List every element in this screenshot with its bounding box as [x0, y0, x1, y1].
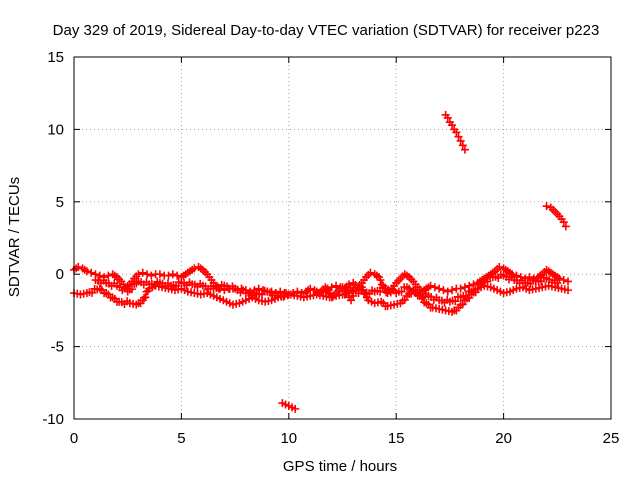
data-point — [458, 300, 467, 309]
data-point — [138, 268, 147, 277]
data-point — [516, 273, 525, 282]
data-point — [456, 136, 465, 145]
data-point — [564, 277, 573, 286]
data-point — [426, 281, 435, 290]
data-point — [456, 284, 465, 293]
data-point — [147, 271, 156, 280]
data-point — [87, 268, 96, 277]
data-point — [448, 286, 457, 295]
x-axis-label: GPS time / hours — [283, 458, 397, 475]
x-tick-label: 10 — [280, 430, 297, 447]
y-tick-label: -5 — [51, 339, 64, 356]
data-point — [366, 268, 375, 277]
data-point — [88, 288, 97, 297]
data-point — [284, 290, 293, 299]
y-axis-label: SDTVAR / TECUs — [6, 177, 23, 297]
data-point — [168, 270, 177, 279]
data-point — [460, 145, 469, 154]
y-tick-label: 15 — [47, 49, 64, 66]
data-point — [306, 284, 315, 293]
data-point — [555, 274, 564, 283]
y-tick-label: 10 — [47, 121, 64, 138]
data-point — [246, 287, 255, 296]
data-point — [443, 113, 452, 122]
data-point — [448, 121, 457, 130]
data-point — [164, 271, 173, 280]
data-point — [564, 286, 573, 295]
data-point — [458, 141, 467, 150]
data-point — [471, 285, 480, 294]
data-point — [141, 293, 150, 302]
data-point — [559, 218, 568, 227]
data-point — [134, 270, 143, 279]
y-tick-label: -10 — [42, 411, 64, 428]
data-point — [483, 277, 492, 286]
series-isolated — [317, 283, 358, 305]
y-tick-label: 0 — [56, 266, 64, 283]
series-upper-arc-22-23h — [542, 202, 570, 231]
data-point — [400, 295, 409, 304]
series-band-middle — [91, 270, 562, 307]
series-upper-arc-17-18h — [441, 110, 469, 154]
series-lower-arc-10h — [278, 399, 300, 413]
x-tick-label: 15 — [388, 430, 405, 447]
data-point — [127, 285, 136, 294]
data-point — [376, 275, 385, 284]
data-point — [95, 271, 104, 280]
chart-title: Day 329 of 2019, Sidereal Day-to-day VTE… — [53, 22, 600, 39]
data-point — [397, 287, 406, 296]
data-point — [460, 283, 469, 292]
data-marks — [70, 110, 573, 413]
x-tick-label: 25 — [603, 430, 620, 447]
data-point — [143, 270, 152, 279]
data-point — [452, 128, 461, 137]
x-tick-label: 5 — [177, 430, 185, 447]
data-point — [417, 294, 426, 303]
series-band-lower — [70, 281, 573, 316]
y-tick-label: 5 — [56, 194, 64, 211]
data-point — [553, 278, 562, 287]
x-tick-label: 0 — [70, 430, 78, 447]
data-point — [542, 202, 551, 211]
data-point — [561, 222, 570, 231]
data-point — [435, 284, 444, 293]
data-point — [291, 404, 300, 413]
data-point — [451, 297, 460, 306]
data-point — [74, 262, 83, 271]
data-point — [462, 292, 471, 301]
data-point — [495, 262, 504, 271]
data-point — [347, 296, 356, 305]
data-point — [82, 267, 91, 276]
x-tick-label: 20 — [495, 430, 512, 447]
data-point — [349, 291, 358, 300]
data-point — [439, 286, 448, 295]
data-point — [155, 270, 164, 279]
plot-frame — [73, 56, 612, 420]
data-point — [559, 275, 568, 284]
axis-ticks: 0 5 10 15 20 25 -10 -5 0 5 10 15 — [42, 49, 619, 447]
data-point — [332, 281, 341, 290]
data-point — [297, 289, 306, 298]
data-point — [430, 283, 439, 292]
grid — [74, 57, 611, 419]
data-point — [443, 287, 452, 296]
data-point — [454, 132, 463, 141]
